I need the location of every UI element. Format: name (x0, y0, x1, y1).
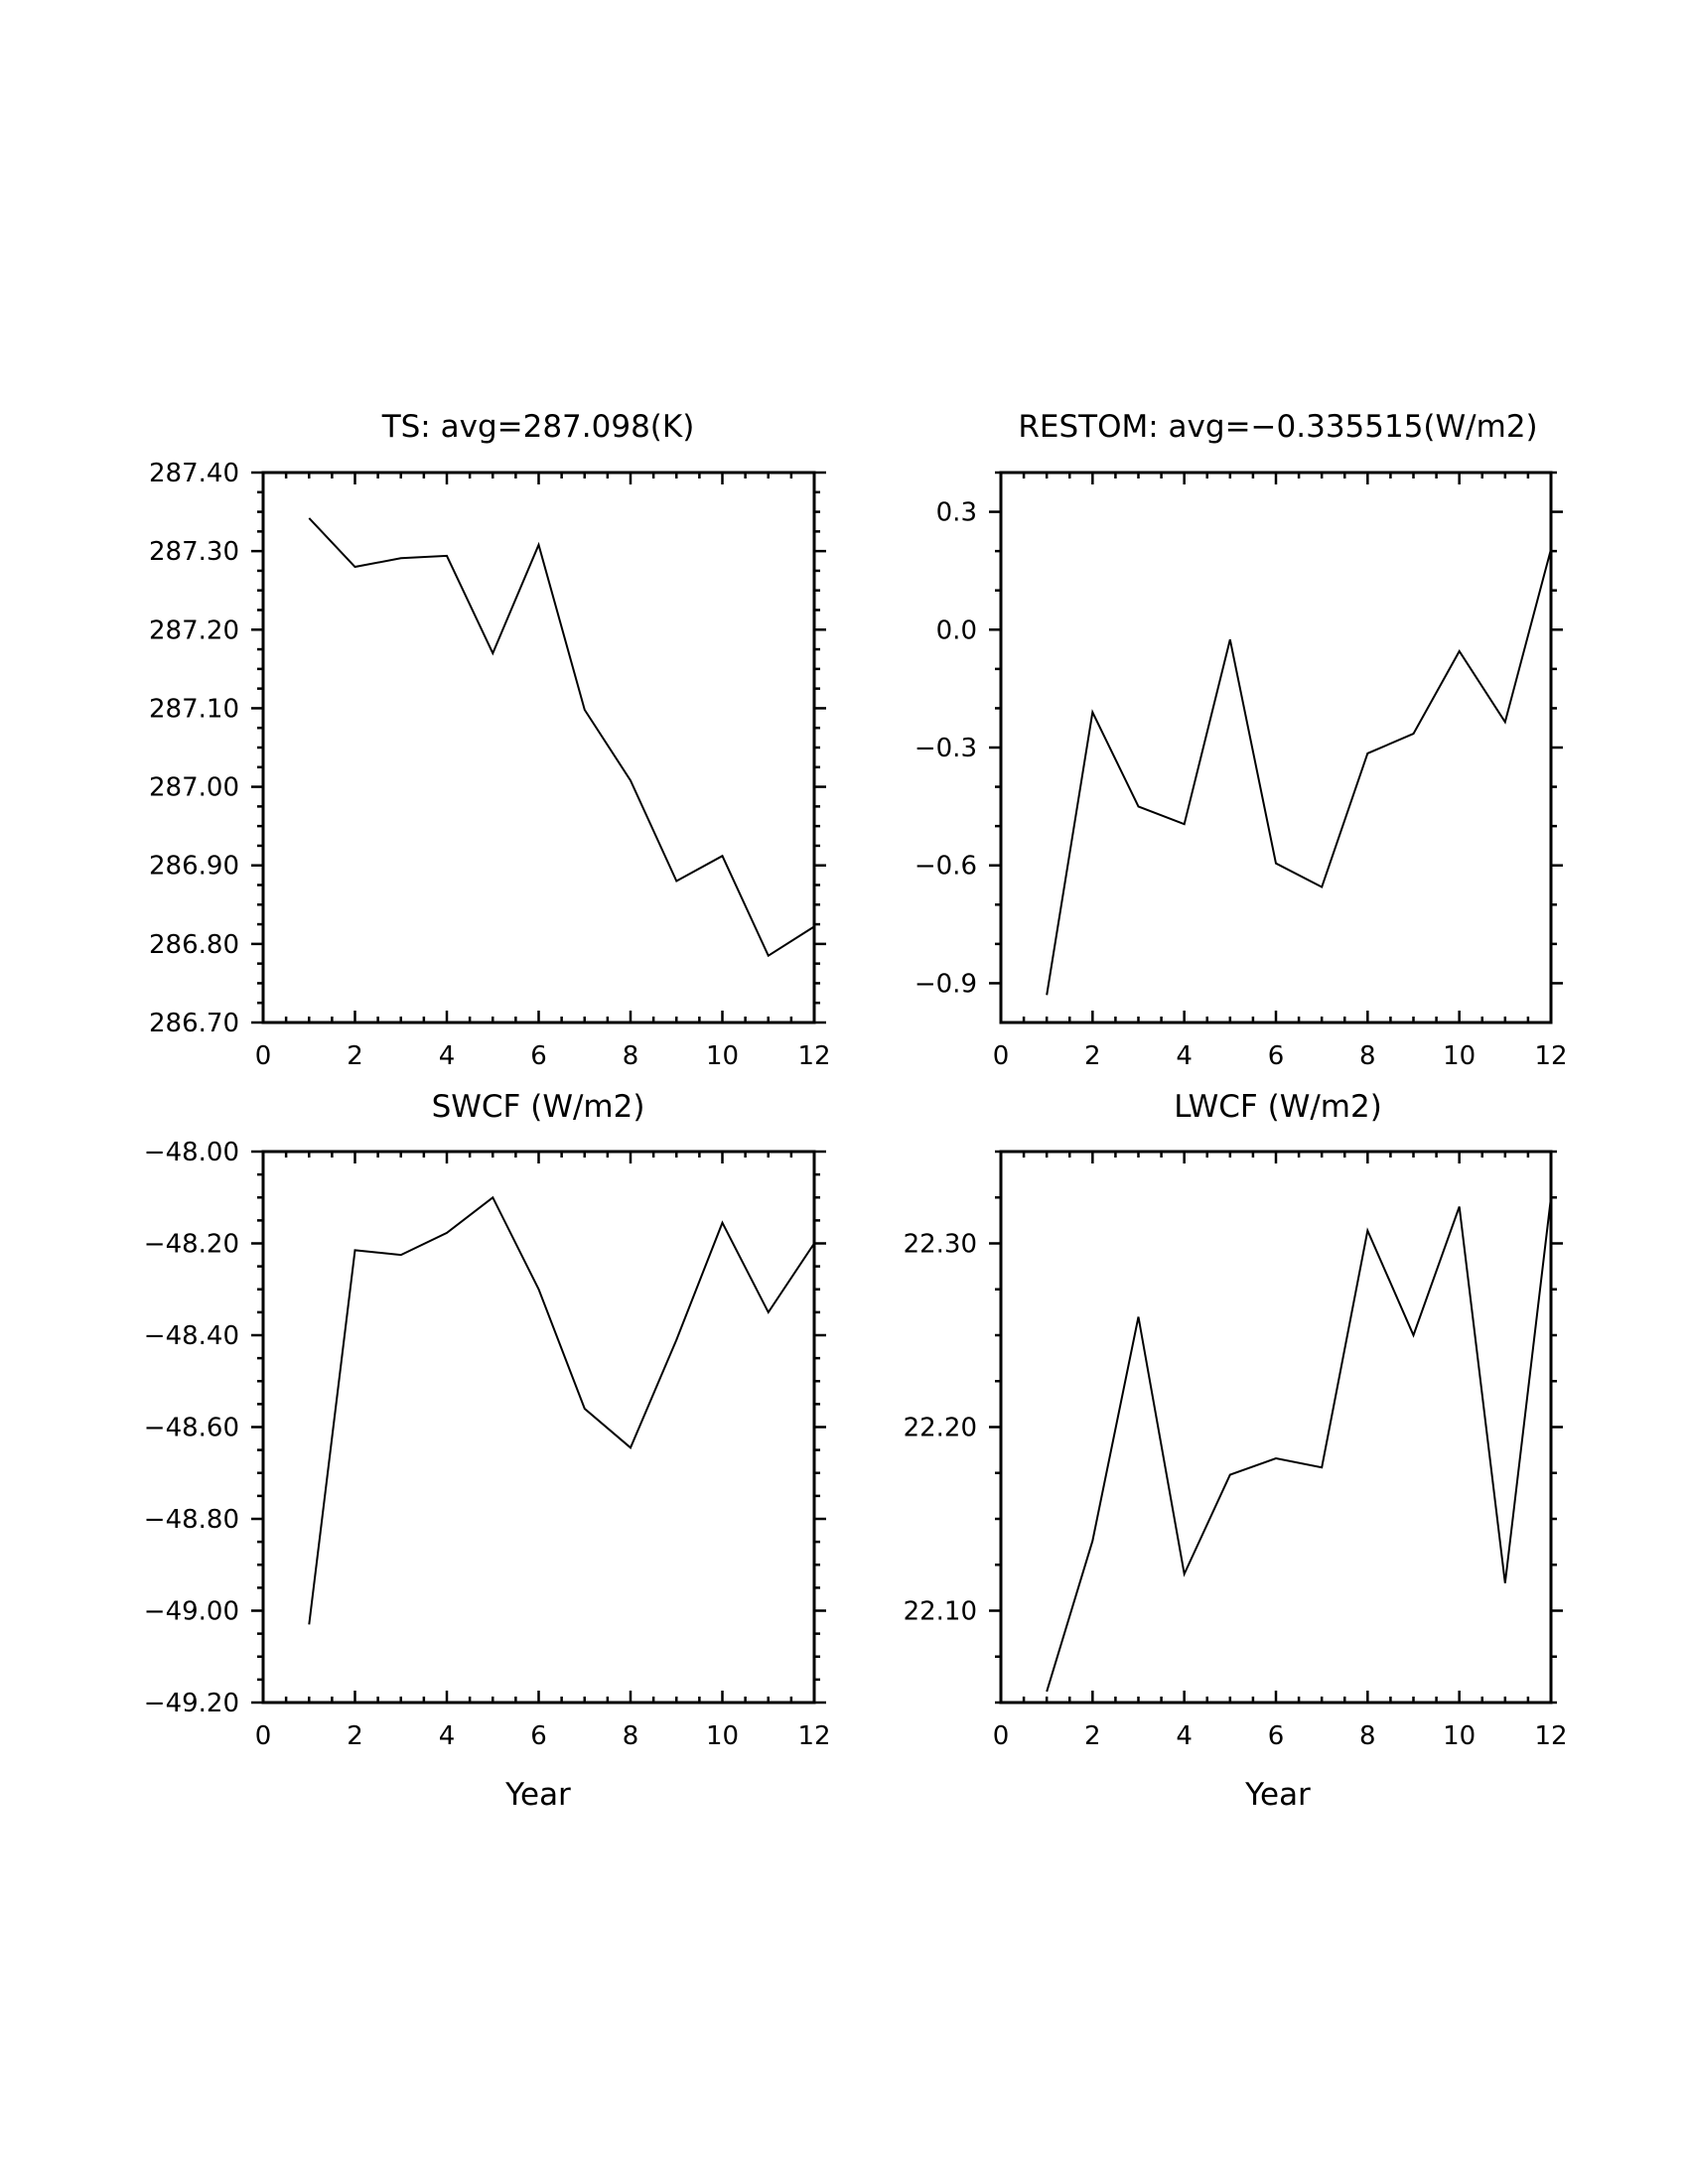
plot-frame (261, 1150, 816, 1705)
x-tick-label: 12 (797, 1041, 830, 1071)
y-tick-label: −48.80 (144, 1505, 239, 1535)
x-tick-label: 8 (623, 1721, 639, 1751)
y-tick-label: −0.3 (914, 734, 977, 763)
x-tick-label: 12 (797, 1721, 830, 1751)
x-tick-label: 2 (347, 1721, 363, 1751)
x-tick-label: 6 (1268, 1721, 1285, 1751)
y-tick-label: −49.00 (144, 1597, 239, 1627)
x-tick-label: 4 (1176, 1721, 1193, 1751)
series-line (308, 1195, 815, 1625)
x-tick-label: 10 (1443, 1721, 1476, 1751)
y-tick-label: 287.00 (149, 773, 239, 803)
panel-title-swcf: SWCF (W/m2) (432, 1089, 645, 1125)
x-tick-label: 0 (993, 1041, 1010, 1071)
x-tick-label: 8 (623, 1041, 639, 1071)
x-axis-label-lwcf: Year (1244, 1777, 1311, 1813)
y-tick-label: −0.6 (914, 852, 977, 882)
y-tick-label: 0.0 (936, 615, 977, 645)
y-tick-label: 22.20 (904, 1414, 977, 1443)
plot-frame (999, 1150, 1553, 1705)
y-tick-label: −48.00 (144, 1138, 239, 1167)
y-tick-label: 286.80 (149, 930, 239, 960)
x-tick-label: 4 (439, 1721, 456, 1751)
x-tick-label: 4 (439, 1041, 456, 1071)
y-tick-label: 286.70 (149, 1009, 239, 1038)
x-tick-label: 6 (1268, 1041, 1285, 1071)
y-tick-label: −48.40 (144, 1321, 239, 1351)
y-tick-label: −49.20 (144, 1689, 239, 1718)
panel-title-lwcf: LWCF (W/m2) (1174, 1089, 1382, 1125)
series-line (1046, 1197, 1552, 1693)
panel-ts: TS: avg=287.098(K) 0 2 4 6 8 10 12 286.70 286.80… (149, 409, 831, 1071)
plot-frame (261, 471, 816, 1024)
x-tick-label: 0 (255, 1041, 272, 1071)
x-tick-label: 6 (530, 1041, 547, 1071)
panel-title-restom: RESTOM: avg=−0.335515(W/m2) (1018, 409, 1537, 445)
y-tick-label: 287.10 (149, 694, 239, 724)
x-tick-label: 8 (1359, 1721, 1376, 1751)
y-tick-label: −48.20 (144, 1230, 239, 1260)
x-tick-label: 2 (1084, 1721, 1101, 1751)
x-tick-label: 8 (1359, 1041, 1376, 1071)
plot-frame (999, 471, 1553, 1024)
x-tick-label: 6 (530, 1721, 547, 1751)
y-tick-label: 287.30 (149, 537, 239, 567)
x-tick-label: 10 (706, 1041, 739, 1071)
panel-restom: RESTOM: avg=−0.335515(W/m2) 0 2 4 6 8 10 12 −0.… (914, 409, 1568, 1071)
y-tick-label: 22.10 (904, 1597, 977, 1627)
y-tick-label: 286.90 (149, 852, 239, 882)
x-tick-label: 2 (347, 1041, 363, 1071)
x-tick-label: 4 (1176, 1041, 1193, 1071)
x-axis-label-swcf: Year (504, 1777, 571, 1813)
x-tick-label: 10 (1443, 1041, 1476, 1071)
y-tick-label: 0.3 (936, 498, 977, 528)
series-line (1046, 548, 1552, 996)
x-tick-label: 2 (1084, 1041, 1101, 1071)
series-line (308, 517, 815, 958)
y-tick-label: 287.20 (149, 615, 239, 645)
x-tick-label: 10 (706, 1721, 739, 1751)
y-tick-label: −48.60 (144, 1414, 239, 1443)
y-tick-label: 22.30 (904, 1230, 977, 1260)
panel-lwcf: LWCF (W/m2) Year 0 2 4 6 8 10 12 22.10 22.20 22.3… (904, 1089, 1568, 1813)
panel-title-ts: TS: avg=287.098(K) (381, 409, 695, 445)
y-tick-label: −0.9 (914, 969, 977, 999)
x-tick-label: 12 (1534, 1721, 1567, 1751)
x-tick-label: 0 (993, 1721, 1010, 1751)
panel-swcf: SWCF (W/m2) Year 0 2 4 6 8 10 12 −49.20 −49.00 −4… (144, 1089, 831, 1813)
x-tick-label: 0 (255, 1721, 272, 1751)
x-tick-label: 12 (1534, 1041, 1567, 1071)
y-tick-label: 287.40 (149, 459, 239, 488)
